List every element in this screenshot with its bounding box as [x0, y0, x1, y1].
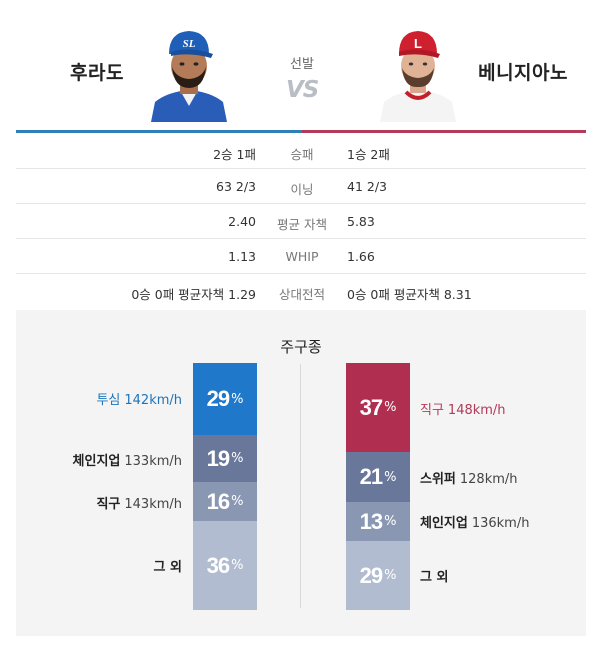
vs-text: VS — [286, 77, 319, 103]
pitch-pct-sign: % — [231, 494, 244, 509]
pitch-label: 체인지업 136km/h — [420, 512, 529, 531]
stat-left-value: 63 2/3 — [216, 179, 256, 194]
pitch-bar-segment[interactable]: 37% — [346, 363, 410, 452]
left-pitcher-photo[interactable]: SL — [147, 22, 231, 122]
stat-label: 평균 자책 — [277, 217, 327, 232]
pitch-name: 그 외 — [420, 570, 449, 585]
pitch-pct-sign: % — [384, 400, 397, 415]
pitch-pct: 13 — [359, 508, 384, 534]
pitch-pct-sign: % — [384, 568, 397, 583]
pitch-pct-sign: % — [384, 514, 397, 529]
stat-label: 승패 — [290, 147, 314, 162]
stat-row: 63 2/3 이닝 41 2/3 — [16, 169, 586, 204]
stat-left-value: 2승 1패 — [213, 147, 256, 162]
pitch-pct-sign: % — [231, 558, 244, 573]
pitch-name: 체인지업 — [420, 516, 468, 531]
left-pitcher-name[interactable]: 후라도 — [70, 62, 124, 84]
pitch-speed: 136km/h — [471, 516, 530, 531]
pitch-name: 투심 — [96, 393, 121, 408]
pitch-bar-segment[interactable]: 19% — [193, 435, 257, 482]
pitch-pct: 37 — [359, 394, 384, 420]
pitch-speed: 148km/h — [447, 403, 506, 418]
matchup-header: 후라도 SL 선발 VS — [16, 0, 586, 132]
pitch-pct: 29 — [359, 562, 384, 588]
stat-right-value: 5.83 — [347, 214, 375, 229]
pitch-name: 그 외 — [153, 560, 182, 575]
svg-text:SL: SL — [183, 38, 196, 50]
right-pitch-bars: 37% 21% 13% 29% — [346, 363, 410, 610]
stat-row: 0승 0패 평균자책 1.29 상대전적 0승 0패 평균자책 8.31 — [16, 274, 586, 309]
stat-right-value: 1승 2패 — [347, 147, 390, 162]
pitch-label: 직구 148km/h — [420, 399, 506, 418]
svg-text:L: L — [414, 36, 422, 51]
pitch-pct: 36 — [206, 552, 231, 578]
pitch-pct-sign: % — [231, 451, 244, 466]
pitch-pct: 21 — [359, 464, 384, 489]
pitch-name: 체인지업 — [72, 454, 121, 469]
stats-table: 2승 1패 승패 1승 2패 63 2/3 이닝 41 2/3 2.40 평균 … — [16, 134, 586, 309]
left-pitch-bars: 29% 19% 16% 36% — [193, 363, 257, 610]
pitch-name: 직구 — [96, 497, 121, 512]
pitch-pct-sign: % — [384, 469, 397, 485]
right-pitcher-photo[interactable]: L — [376, 22, 460, 122]
pitch-label: 스위퍼 128km/h — [420, 468, 518, 487]
pitch-bar-segment[interactable]: 36% — [193, 521, 257, 610]
pitch-bar-segment[interactable]: 13% — [346, 502, 410, 541]
pitch-mix-title: 주구종 — [280, 338, 322, 356]
center-label: 선발 — [290, 57, 314, 72]
pitch-speed: 142km/h — [124, 393, 182, 408]
stat-left-value: 1.13 — [228, 249, 256, 264]
stat-label: 상대전적 — [278, 287, 325, 302]
right-pitcher-name[interactable]: 베니지아노 — [478, 62, 568, 84]
home-divider — [16, 130, 302, 133]
stat-right-value: 1.66 — [347, 249, 375, 264]
stat-right-value: 0승 0패 평균자책 8.31 — [347, 287, 472, 302]
pitch-label: 체인지업 133km/h — [73, 450, 182, 469]
stat-right-value: 41 2/3 — [347, 179, 387, 194]
pitch-label: 투심 142km/h — [96, 389, 182, 408]
pitch-bar-segment[interactable]: 29% — [346, 541, 410, 610]
pitch-label: 직구 143km/h — [96, 493, 182, 512]
pitch-name: 스위퍼 — [420, 472, 456, 487]
pitch-pct: 16 — [206, 488, 231, 514]
stat-left-value: 0승 0패 평균자책 1.29 — [131, 287, 256, 302]
pitch-speed: 143km/h — [124, 497, 182, 512]
pitch-bar-segment[interactable]: 16% — [193, 482, 257, 521]
stat-row: 2.40 평균 자책 5.83 — [16, 204, 586, 239]
pitch-label: 그 외 — [154, 556, 182, 575]
pitch-label: 그 외 — [420, 566, 448, 585]
stat-left-value: 2.40 — [228, 214, 256, 229]
stat-label: 이닝 — [290, 182, 314, 197]
pitch-bar-segment[interactable]: 29% — [193, 363, 257, 435]
pitch-speed: 133km/h — [124, 454, 182, 469]
stat-row: 2승 1패 승패 1승 2패 — [16, 134, 586, 169]
stat-label: WHIP — [285, 249, 319, 264]
pitch-bar-segment[interactable]: 21% — [346, 452, 410, 502]
pitch-name: 직구 — [420, 403, 444, 418]
pitch-speed: 128km/h — [459, 472, 518, 487]
pitch-mix-panel: 주구종 29% 19% 16% 36% 투심 142km/h 체인지업 133km/… — [16, 310, 586, 636]
stat-row: 1.13 WHIP 1.66 — [16, 239, 586, 274]
pitch-pct-sign: % — [231, 391, 244, 407]
away-divider — [302, 130, 586, 133]
center-divider — [300, 364, 301, 608]
pitch-pct: 19 — [206, 445, 231, 471]
pitch-pct: 29 — [206, 386, 231, 411]
